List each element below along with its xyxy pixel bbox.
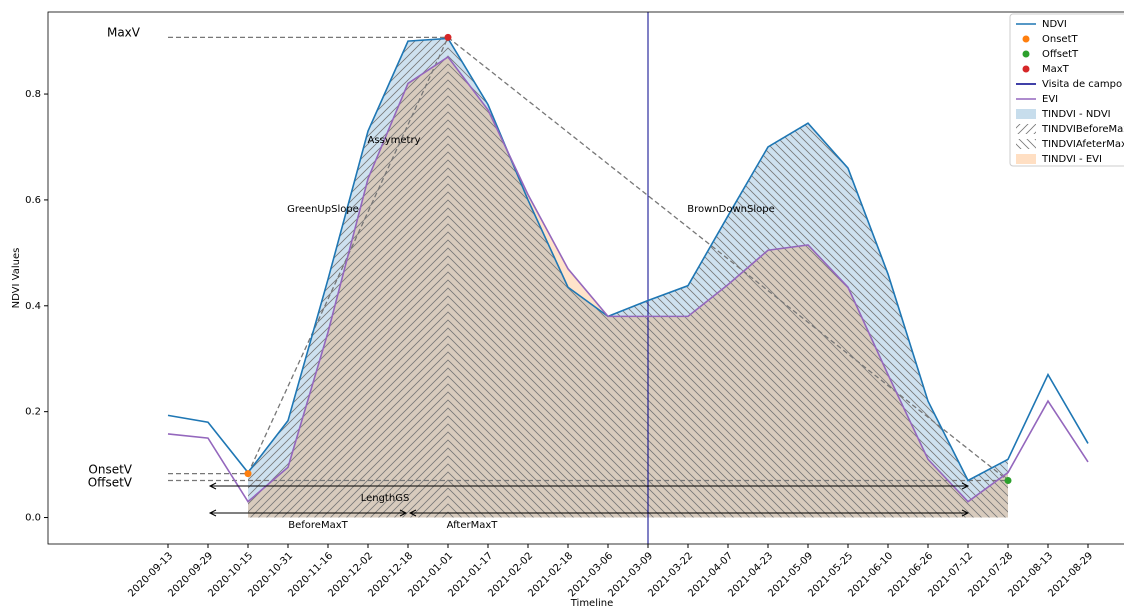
legend-label: TINDVI - NDVI — [1041, 109, 1111, 120]
annotation: GreenUpSlope — [287, 204, 359, 215]
y-tick-label: 0.0 — [25, 513, 41, 524]
brown-down-slope — [447, 36, 1009, 481]
legend-swatch — [1022, 35, 1030, 43]
legend-label: TINDVI - EVI — [1041, 154, 1102, 165]
point — [444, 33, 452, 41]
annotation: LengthGS — [361, 493, 410, 504]
series-line — [167, 37, 1089, 482]
arrow-head — [208, 509, 217, 517]
level-label: OffsetV — [88, 476, 133, 490]
y-tick-label: 0.2 — [25, 407, 41, 418]
legend-swatch — [1016, 109, 1036, 119]
legend-label: Visita de campo — [1042, 79, 1122, 90]
arrow-head — [961, 509, 970, 517]
legend-swatch — [1016, 124, 1036, 134]
level-label: MaxV — [107, 26, 141, 40]
legend-label: TINDVIAfeterMax — [1041, 139, 1124, 150]
legend-swatch — [1022, 65, 1030, 73]
arrow-head — [399, 509, 408, 517]
arrow-head — [408, 509, 417, 517]
legend-box — [1009, 13, 1124, 167]
annotation: AfterMaxT — [447, 520, 499, 531]
y-axis-label: NDVI Values — [11, 248, 22, 309]
y-tick-label: 0.8 — [25, 89, 41, 100]
arrow-head — [208, 482, 217, 490]
legend-swatch — [1022, 50, 1030, 58]
axes-frame — [47, 11, 1124, 545]
point — [1004, 476, 1012, 484]
legend-swatch — [1016, 139, 1036, 149]
y-tick-label: 0.6 — [25, 195, 41, 206]
annotation: BrownDownSlope — [687, 204, 774, 215]
level-label: OnsetV — [88, 463, 132, 477]
legend-label: NDVI — [1042, 19, 1067, 30]
annotation: Assymetry — [367, 135, 420, 146]
x-axis-label: Timeline — [570, 598, 614, 607]
plot-area — [167, 12, 1089, 544]
hatch-after — [448, 38, 1008, 518]
y-tick-label: 0.4 — [25, 301, 41, 312]
arrow-head — [961, 482, 970, 490]
legend-label: MaxT — [1042, 64, 1070, 75]
legend-label: TINDVIBeforeMax — [1041, 124, 1124, 135]
legend-swatch — [1016, 154, 1036, 164]
legend-label: EVI — [1042, 94, 1058, 105]
series-line — [167, 55, 1089, 503]
hatch-before — [248, 38, 448, 518]
point — [244, 470, 252, 478]
legend-label: OffsetT — [1042, 49, 1079, 60]
annotation: BeforeMaxT — [288, 520, 348, 531]
legend-label: OnsetT — [1042, 34, 1078, 45]
